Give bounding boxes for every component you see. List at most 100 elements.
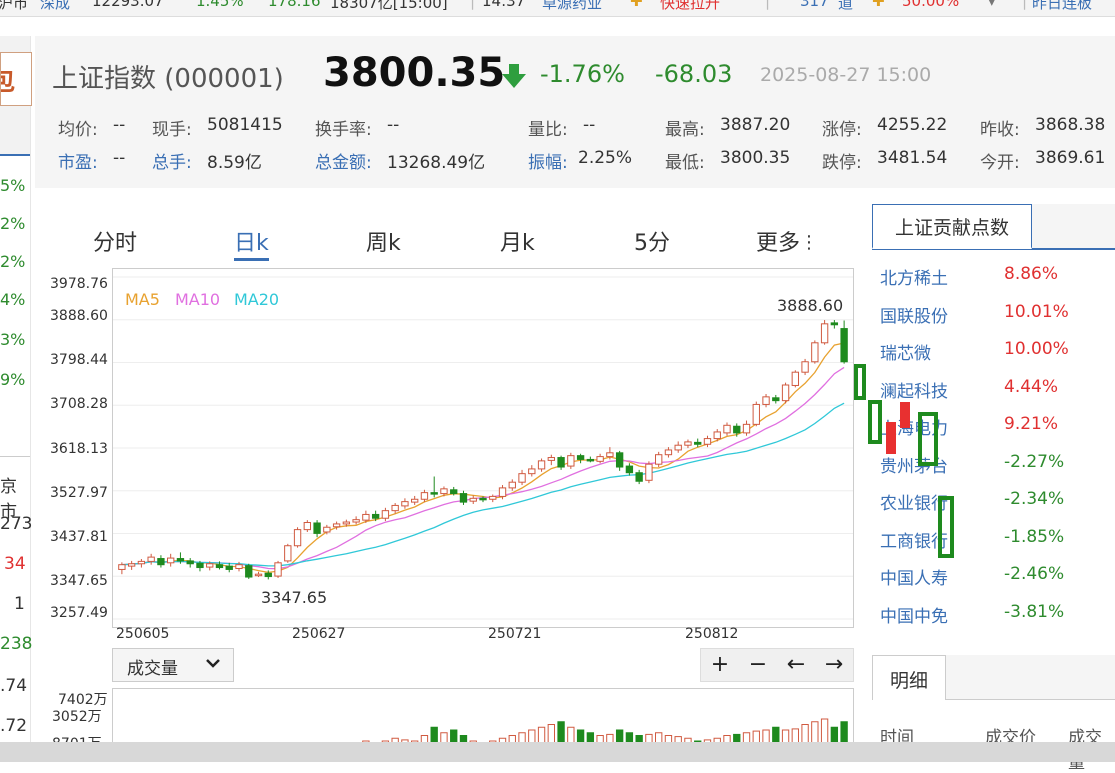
market-label: 京市: [0, 477, 17, 522]
contribution-stock-name[interactable]: 澜起科技: [880, 381, 948, 402]
candle: [303, 522, 311, 531]
ma10-line: [121, 366, 845, 570]
volume-bar: [752, 730, 760, 749]
ticker-value: 18307亿[15:00]: [330, 0, 448, 12]
ticker-value: 178.16: [268, 0, 321, 10]
left-count: 1: [14, 594, 25, 614]
candle: [342, 521, 351, 525]
volume-bar: [830, 726, 839, 749]
volume-bar: [655, 732, 663, 749]
volume-chart[interactable]: [112, 688, 854, 749]
candle: [733, 425, 741, 434]
tab-more[interactable]: 更多⋮: [756, 231, 819, 256]
volume-bar: [606, 733, 614, 749]
bottom-status-bar: [0, 742, 1115, 762]
candle: [430, 492, 438, 495]
candle: [518, 473, 526, 483]
x-tick-label: 250605: [116, 626, 170, 642]
ma5-line: [121, 342, 845, 574]
candle: [830, 322, 839, 326]
kline-chart[interactable]: [112, 268, 854, 628]
tab-weekly-k[interactable]: 周k: [366, 231, 401, 256]
contribution-stock-name[interactable]: 贵州茅台: [880, 456, 948, 477]
volume-bar: [791, 728, 799, 749]
contribution-stock-pct: -2.34%: [1004, 489, 1065, 509]
stat-value: 3481.54: [877, 148, 948, 168]
contribution-stock-pct: -1.85%: [1004, 526, 1065, 547]
ticker-stock[interactable]: 卓源药业: [542, 0, 603, 12]
candle: [537, 460, 546, 470]
contribution-stock-name[interactable]: 工商银行: [880, 531, 948, 552]
candle: [313, 522, 321, 534]
candle: [576, 455, 585, 460]
tab-intraday[interactable]: 分时: [93, 231, 138, 256]
candle: [703, 438, 712, 445]
contribution-stock-pct: -2.27%: [1004, 451, 1065, 472]
candle: [664, 449, 673, 456]
indicator-select[interactable]: 成交量: [112, 648, 234, 682]
contribution-stock-name[interactable]: 北方稀土: [880, 269, 948, 289]
y-tick-label: 3978.76: [50, 276, 108, 292]
stat-value: 5081415: [207, 115, 283, 135]
contribution-stock-name[interactable]: 中国中免: [880, 606, 948, 627]
contribution-stock-pct: 10.00%: [1004, 339, 1069, 359]
stat-label: 最低:: [665, 153, 705, 173]
chevron-down-icon[interactable]: ▾: [988, 0, 996, 10]
x-tick-label: 250721: [488, 626, 542, 642]
contribution-stock-name[interactable]: 上海电力: [880, 419, 948, 439]
zoom-out-button[interactable]: −: [748, 652, 768, 677]
tab-detail[interactable]: 明细: [872, 655, 946, 700]
ticker-alert: 50.00%: [902, 0, 960, 10]
pan-right-button[interactable]: →: [824, 652, 844, 677]
stat-value: --: [387, 115, 400, 135]
candle: [196, 562, 204, 569]
ticker-item[interactable]: 沪市: [0, 0, 29, 12]
volume-bar: [567, 726, 575, 749]
candle: [264, 572, 272, 578]
candle: [235, 564, 243, 569]
tab-monthly-k[interactable]: 月k: [500, 231, 535, 256]
tab-daily-k[interactable]: 日k: [234, 225, 269, 261]
candle: [723, 424, 731, 434]
candle: [586, 458, 595, 462]
chart-controls: + − ← →: [700, 648, 854, 682]
candle: [147, 556, 155, 562]
candle: [684, 441, 692, 446]
contribution-stock-name[interactable]: 中国人寿: [880, 569, 948, 589]
candle: [547, 457, 555, 461]
ticker-link[interactable]: 昨日连板: [1032, 0, 1093, 12]
candle: [352, 519, 360, 523]
ticker-value: 12293.07: [92, 0, 164, 10]
candle: [440, 488, 448, 495]
y-tick-label: 3437.81: [50, 529, 108, 545]
ma20-line: [121, 402, 845, 567]
zoom-in-button[interactable]: +: [710, 652, 730, 677]
tab-contribution-points[interactable]: 上证贡献点数: [872, 204, 1032, 249]
kline-svg: [113, 276, 853, 620]
ticker-item[interactable]: 深成: [40, 0, 71, 12]
contribution-stock-name[interactable]: 农业银行: [880, 494, 948, 514]
top-ticker-bar: 沪市 深成 12293.07 1.45% 178.16 18307亿[15:00…: [0, 0, 1115, 17]
candle: [489, 495, 497, 500]
candle: [186, 560, 194, 565]
contribution-stock-name[interactable]: 国联股份: [880, 306, 948, 327]
candle: [752, 403, 760, 425]
tab-5min[interactable]: 5分: [634, 231, 670, 256]
change-amount: -68.03: [655, 60, 733, 88]
volume-bar: [537, 726, 546, 749]
change-percent: -1.76%: [540, 60, 625, 88]
stat-label: 最高:: [665, 120, 705, 140]
stat-label: 今开:: [980, 153, 1020, 173]
stat-label: 量比:: [528, 120, 568, 140]
candle: [791, 371, 799, 386]
candle: [167, 557, 175, 564]
candle: [801, 361, 809, 373]
stat-value: --: [113, 115, 126, 135]
ticker-stock[interactable]: 道: [838, 0, 854, 12]
pan-left-button[interactable]: ←: [786, 652, 806, 677]
contribution-stock-name[interactable]: 瑞芯微: [880, 344, 931, 364]
stat-label: 现手:: [152, 120, 192, 140]
candle: [450, 489, 458, 495]
candle: [323, 526, 331, 533]
ma20-legend: MA20: [234, 290, 280, 309]
